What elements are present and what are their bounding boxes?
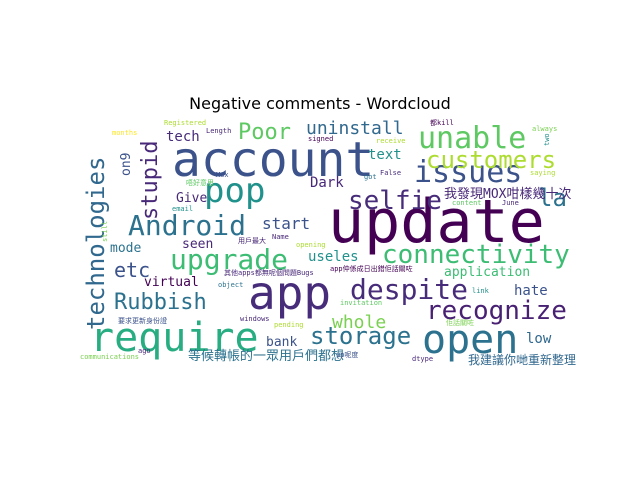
word-39: 等候轉帳的一眾用戶們都想 bbox=[188, 349, 345, 364]
word-49: Mox bbox=[216, 171, 229, 179]
word-52: receive bbox=[376, 137, 406, 145]
word-10: despite bbox=[350, 273, 469, 306]
word-51: False bbox=[380, 169, 402, 177]
word-33: bank bbox=[266, 335, 298, 350]
word-65: invitation bbox=[340, 299, 383, 307]
word-23: whole bbox=[332, 312, 387, 333]
word-44: signed bbox=[308, 135, 334, 143]
word-21: etc bbox=[114, 258, 151, 282]
word-43: Length bbox=[206, 127, 232, 135]
word-0: update bbox=[328, 187, 545, 257]
word-12: connectivity bbox=[382, 240, 570, 270]
word-4: open bbox=[422, 317, 519, 363]
word-57: 唔好意思 bbox=[186, 179, 214, 187]
word-45: 都kill bbox=[430, 119, 454, 127]
word-18: stupid bbox=[138, 140, 163, 220]
word-25: tech bbox=[166, 129, 200, 145]
word-28: low bbox=[526, 331, 552, 347]
word-14: technologies bbox=[82, 156, 110, 330]
word-66: windows bbox=[240, 315, 270, 323]
word-73: dtype bbox=[412, 355, 434, 363]
word-40: 我建議你哋重新整理成個UX既設計 bbox=[468, 353, 576, 366]
word-6: issues bbox=[414, 155, 523, 190]
word-8: Android bbox=[128, 209, 247, 242]
word-53: content bbox=[452, 199, 482, 207]
word-30: useles bbox=[308, 249, 359, 265]
word-68: 要求更新身份證 bbox=[118, 317, 167, 325]
word-5: pop bbox=[204, 171, 266, 211]
word-31: virtual bbox=[144, 275, 199, 290]
word-32: application bbox=[444, 265, 531, 280]
word-36: mode bbox=[110, 241, 142, 256]
word-46: always bbox=[532, 125, 558, 133]
word-69: 佢話關咗 bbox=[446, 319, 474, 327]
word-59: Name bbox=[272, 233, 289, 241]
word-62: app仲係成日出錯佢話關咗 bbox=[330, 265, 413, 273]
word-54: June bbox=[502, 199, 519, 207]
word-63: object bbox=[218, 281, 244, 289]
word-16: la bbox=[538, 184, 567, 212]
word-47: saying bbox=[530, 169, 556, 177]
word-11: selfie bbox=[348, 186, 442, 216]
word-34: Give bbox=[176, 191, 208, 206]
word-71: ago bbox=[138, 347, 151, 355]
word-56: still bbox=[101, 220, 109, 242]
word-38: 我發現MOX咁樣幾十次 bbox=[444, 187, 572, 202]
word-17: customers bbox=[426, 146, 557, 174]
word-48: two bbox=[543, 133, 551, 146]
word-67: pending bbox=[274, 321, 304, 329]
word-9: upgrade bbox=[170, 243, 289, 276]
word-64: link bbox=[472, 287, 489, 295]
word-1: account bbox=[172, 132, 375, 188]
wordcloud-panel: update account app require open pop issues unab… bbox=[80, 118, 576, 366]
word-60: opening bbox=[296, 241, 326, 249]
word-15: storage bbox=[310, 322, 412, 350]
word-42: Registered bbox=[164, 119, 207, 127]
word-61: 其他apps都無呢個問題Bugs bbox=[224, 269, 314, 277]
word-27: hate bbox=[514, 283, 548, 299]
word-26: text bbox=[368, 147, 402, 163]
word-2: app bbox=[248, 266, 332, 320]
word-55: email bbox=[172, 205, 194, 213]
word-29: Dark bbox=[310, 175, 344, 191]
word-72: up呢度 bbox=[336, 351, 359, 359]
word-24: start bbox=[262, 214, 311, 233]
word-22: uninstall bbox=[306, 118, 404, 139]
word-19: Rubbish bbox=[114, 290, 207, 315]
word-58: 用戶最大 bbox=[238, 237, 266, 245]
word-3: require bbox=[90, 315, 259, 361]
word-35: seen bbox=[182, 237, 214, 252]
word-70: communications bbox=[80, 353, 140, 361]
word-41: months bbox=[112, 129, 138, 137]
word-13: recognize bbox=[426, 296, 567, 326]
word-37: on9 bbox=[119, 152, 134, 176]
chart-title: Negative comments - Wordcloud bbox=[189, 94, 451, 113]
word-7: unable bbox=[418, 121, 527, 156]
word-50: got bbox=[364, 173, 377, 181]
word-20: Poor bbox=[238, 120, 291, 145]
